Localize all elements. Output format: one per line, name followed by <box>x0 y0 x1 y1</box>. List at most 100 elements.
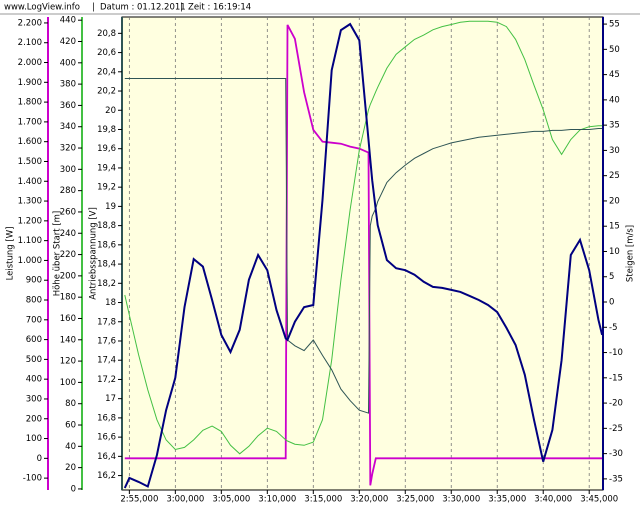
x-tick-label: 3:15,000 <box>304 495 342 505</box>
y-axis-title: Antriebsspannung [V] <box>89 207 99 300</box>
y-axis-title: Steigen [m/s] <box>626 225 636 282</box>
y-tick-label: 420 <box>60 37 76 47</box>
y-tick-label: 1.500 <box>18 157 42 167</box>
y-tick-label: 19,4 <box>97 163 116 173</box>
y-tick-label: 16,6 <box>97 433 116 443</box>
y-tick-label: 19,8 <box>97 125 116 135</box>
y-tick-label: 17,6 <box>97 336 116 346</box>
y-tick-label: 1.700 <box>18 117 42 127</box>
y-tick-label: 300 <box>60 165 76 175</box>
y-tick-label: -100 <box>23 474 42 484</box>
y-tick-label: -30 <box>609 449 623 459</box>
header-date: Datum : 01.12.2011 <box>100 3 186 13</box>
plot-area <box>121 16 604 491</box>
y-tick-label: 0 <box>71 484 76 494</box>
y-tick-label: 400 <box>60 58 76 68</box>
y-tick-label: 1.400 <box>18 177 42 187</box>
y-tick-label: 1.200 <box>18 216 42 226</box>
series-line <box>124 20 603 455</box>
y-tick-label: 20 <box>65 463 76 473</box>
y-tick-label: 800 <box>26 296 42 306</box>
y-tick-label: 1.100 <box>18 236 42 246</box>
y-tick-label: 240 <box>60 229 76 239</box>
y-tick-label: -15 <box>609 373 623 383</box>
y-tick-label: 18,6 <box>97 240 116 250</box>
y-tick-label: 5 <box>609 272 614 282</box>
y-tick-label: 2.000 <box>18 58 42 68</box>
y-tick-label: 16,2 <box>97 471 116 481</box>
y-tick-label: 15 <box>609 222 620 232</box>
y-tick-label: 19,2 <box>97 183 116 193</box>
header-separator: | <box>92 3 95 13</box>
y-tick-label: 17 <box>105 394 116 404</box>
y-tick-label: 17,4 <box>97 356 116 366</box>
y-tick-label: 200 <box>60 271 76 281</box>
y-tick-label: 20,2 <box>97 87 116 97</box>
y-tick-label: 35 <box>609 121 620 131</box>
x-tick-label: 3:00,000 <box>166 495 204 505</box>
y-tick-label: 500 <box>26 355 42 365</box>
y-tick-label: -20 <box>609 399 623 409</box>
y-tick-label: 10 <box>609 247 620 257</box>
y-tick-label: 700 <box>26 315 42 325</box>
x-tick-label: 3:05,000 <box>212 495 250 505</box>
y-tick-label: 360 <box>60 101 76 111</box>
y-tick-label: 18 <box>105 298 116 308</box>
y-tick-label: 80 <box>65 399 76 409</box>
y-tick-label: 160 <box>60 314 76 324</box>
y-tick-label: 25 <box>609 171 620 181</box>
x-tick-label: 3:40,000 <box>534 495 572 505</box>
y-tick-label: 17,2 <box>97 375 116 385</box>
x-tick-label: 3:25,000 <box>396 495 434 505</box>
y-axis-title: Höhe über Start [m] <box>53 211 63 297</box>
y-tick-label: 20,8 <box>97 29 116 39</box>
y-tick-label: 16,8 <box>97 413 116 423</box>
y-tick-label: 20,4 <box>97 67 116 77</box>
y-tick-label: 18,2 <box>97 279 116 289</box>
y-tick-label: 40 <box>65 442 76 452</box>
y-tick-label: 40 <box>609 95 620 105</box>
y-tick-label: 340 <box>60 122 76 132</box>
y-tick-label: -10 <box>609 348 623 358</box>
y-tick-label: 1.300 <box>18 197 42 207</box>
y-axis-title: Leistung [W] <box>6 227 16 281</box>
y-tick-label: 16,4 <box>97 452 116 462</box>
header-site: www.LogView.info <box>4 3 80 13</box>
y-tick-label: -5 <box>609 323 617 333</box>
y-tick-label: 100 <box>26 434 42 444</box>
y-tick-label: 60 <box>65 421 76 431</box>
y-tick-label: -25 <box>609 424 623 434</box>
y-tick-label: 0 <box>609 298 614 308</box>
y-tick-label: 2.200 <box>18 18 42 28</box>
y-tick-label: 1.800 <box>18 98 42 108</box>
y-tick-label: 30 <box>609 146 620 156</box>
y-tick-label: 0 <box>37 454 42 464</box>
y-tick-label: 19,6 <box>97 144 116 154</box>
y-tick-label: 2.100 <box>18 38 42 48</box>
x-tick-label: 3:45,000 <box>580 495 618 505</box>
y-tick-label: 1.900 <box>18 78 42 88</box>
x-tick-label: 3:30,000 <box>442 495 480 505</box>
header-time: Zeit : 16:19:14 <box>188 3 251 13</box>
x-tick-label: 3:10,000 <box>258 495 296 505</box>
y-tick-label: 55 <box>609 20 620 30</box>
y-tick-label: 45 <box>609 70 620 80</box>
series-line <box>124 78 603 414</box>
y-tick-label: 20,6 <box>97 48 116 58</box>
y-tick-label: 20 <box>609 196 620 206</box>
y-tick-label: 300 <box>26 394 42 404</box>
y-tick-label: 1.600 <box>18 137 42 147</box>
x-tick-label: 2:55,000 <box>120 495 158 505</box>
y-tick-label: -35 <box>609 474 623 484</box>
y-tick-label: 100 <box>60 378 76 388</box>
y-tick-label: 140 <box>60 335 76 345</box>
y-tick-label: 440 <box>60 16 76 26</box>
x-tick-label: 3:20,000 <box>350 495 388 505</box>
y-tick-label: 260 <box>60 207 76 217</box>
y-tick-label: 400 <box>26 375 42 385</box>
x-tick-label: 3:35,000 <box>488 495 526 505</box>
y-tick-label: 50 <box>609 45 620 55</box>
series-line <box>123 22 603 489</box>
y-tick-label: 19 <box>105 202 116 212</box>
